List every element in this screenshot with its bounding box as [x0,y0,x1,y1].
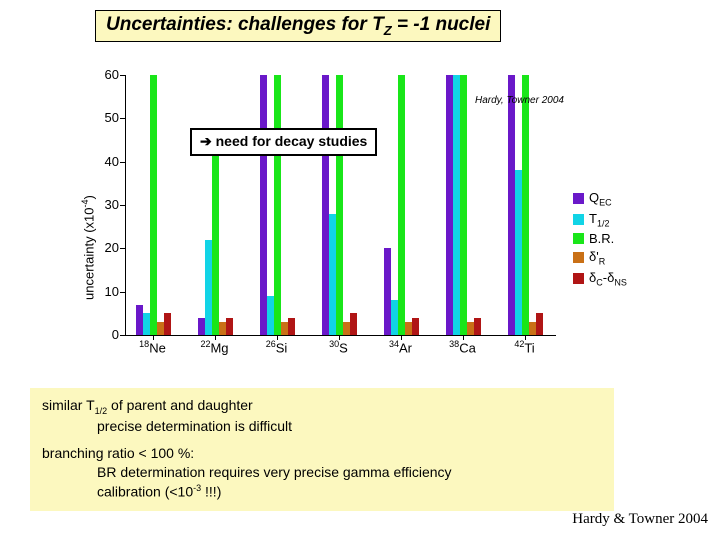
chart-citation: Hardy, Towner 2004 [475,95,564,106]
bar-T12 [329,214,336,335]
note-line-5: calibration (<10-3 !!!) [97,482,602,502]
bar-T12 [391,300,398,335]
legend-item: QEC [573,190,627,208]
bar-Qec [198,318,205,335]
legend-label: B.R. [589,231,614,246]
bar-Qec [136,305,143,335]
bar-dR [157,322,164,335]
legend-label: T1/2 [589,211,609,229]
bar-Qec [446,75,453,335]
legend-label: QEC [589,190,612,208]
note-line-4: BR determination requires very precise g… [97,463,602,482]
title-sub: Z [384,23,392,38]
slide-title: Uncertainties: challenges for TZ = -1 nu… [95,10,501,42]
legend-swatch [573,273,584,284]
bar-dR [281,322,288,335]
ytick-label: 30 [95,197,119,212]
need-for-decay-box: ➔ need for decay studies [190,128,377,156]
xtick-label: 42Ti [505,339,545,355]
xtick-label: 22Mg [195,339,235,355]
legend-swatch [573,214,584,225]
bar-BR [336,75,343,335]
legend-item: T1/2 [573,211,627,229]
legend-item: δC-δNS [573,270,627,288]
bar-dCdNS [412,318,419,335]
bar-Qec [260,75,267,335]
bar-T12 [515,170,522,335]
legend-label: δC-δNS [589,270,627,288]
bar-dR [219,322,226,335]
title-tail: = -1 nuclei [392,14,491,35]
bar-BR [150,75,157,335]
bar-Qec [508,75,515,335]
legend-swatch [573,193,584,204]
footer-citation: Hardy & Towner 2004 [572,511,708,528]
legend-item: B.R. [573,231,627,246]
bar-BR [460,75,467,335]
xtick-label: 18Ne [133,339,173,355]
bar-T12 [267,296,274,335]
bar-dCdNS [536,313,543,335]
bar-Qec [384,248,391,335]
xtick-label: 38Ca [443,339,483,355]
note-line-1: similar T1/2 of parent and daughter [42,396,602,417]
legend-item: δ'R [573,249,627,267]
plot-frame [125,75,556,336]
bar-T12 [453,75,460,335]
bar-dR [405,322,412,335]
bar-T12 [143,313,150,335]
ytick-label: 0 [95,327,119,342]
legend-swatch [573,252,584,263]
note-line-3: branching ratio < 100 %: [42,444,602,463]
legend-label: δ'R [589,249,605,267]
bar-BR [522,75,529,335]
bar-BR [212,140,219,335]
ytick-label: 20 [95,240,119,255]
bar-dCdNS [474,318,481,335]
bar-Qec [322,75,329,335]
note-line-2: precise determination is difficult [97,417,602,436]
uncertainty-chart: 0 10 20 30 40 50 60 18Ne 22Mg 26Si 30S 34Ar 38Ca 42T… [75,60,655,370]
ytick-label: 10 [95,284,119,299]
bar-dR [467,322,474,335]
bar-dCdNS [164,313,171,335]
y-axis-label: uncertainty (x10-4) [80,195,96,300]
bar-dCdNS [288,318,295,335]
ytick-label: 50 [95,110,119,125]
ytick-label: 40 [95,154,119,169]
bar-dR [529,322,536,335]
slide-notes: similar T1/2 of parent and daughter prec… [30,388,614,511]
chart-legend: QEC T1/2 B.R. δ'R δC-δNS [573,190,627,290]
xtick-label: 26Si [257,339,297,355]
bar-dR [343,322,350,335]
ytick-label: 60 [95,67,119,82]
xtick-label: 34Ar [381,339,421,355]
bar-BR [274,75,281,335]
bar-BR [398,75,405,335]
need-text: need for decay studies [212,133,368,149]
legend-swatch [573,233,584,244]
title-main: Uncertainties: challenges for T [106,14,384,35]
bar-dCdNS [350,313,357,335]
bar-dCdNS [226,318,233,335]
xtick-label: 30S [319,339,359,355]
bar-T12 [205,240,212,335]
arrow-icon: ➔ [200,135,212,150]
